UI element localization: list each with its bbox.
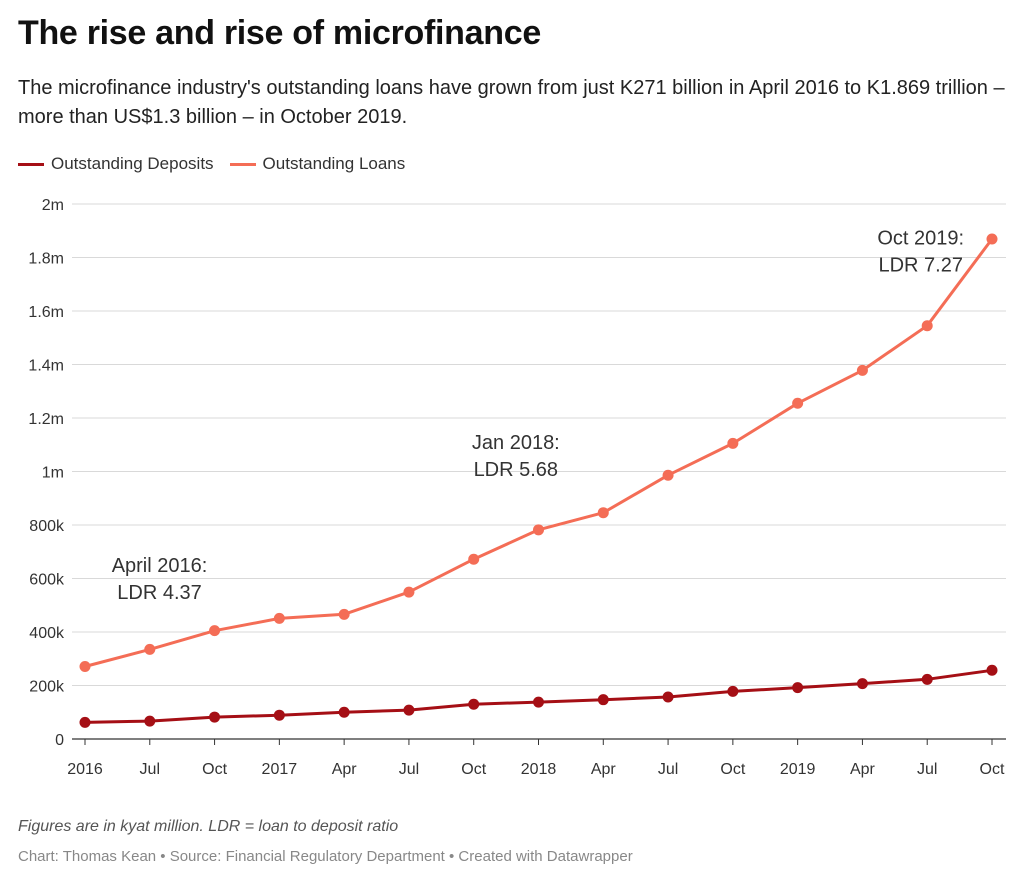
annotation-text: LDR 5.68	[474, 459, 559, 481]
data-point-deposits	[533, 696, 544, 708]
data-point-deposits	[468, 698, 480, 710]
x-tick-label: Oct	[980, 761, 1005, 778]
y-tick-label: 1m	[42, 465, 64, 482]
chart-subtitle: The microfinance industry's outstanding …	[18, 77, 1005, 128]
chart-notes: Figures are in kyat million. LDR = loan …	[18, 818, 399, 835]
y-tick-label: 600k	[29, 572, 65, 589]
y-tick-label: 1.2m	[28, 411, 64, 428]
annotation-text: April 2016:	[112, 555, 208, 577]
y-tick-label: 800k	[29, 518, 65, 535]
data-point-deposits	[273, 709, 285, 721]
x-tick-label: Apr	[591, 761, 617, 778]
y-tick-label: 2m	[42, 197, 64, 214]
data-point-loans	[79, 661, 91, 673]
data-point-loans	[533, 524, 544, 536]
y-tick-label: 200k	[29, 679, 65, 696]
y-tick-label: 1.6m	[28, 304, 64, 321]
data-point-deposits	[662, 691, 674, 703]
x-tick-label: 2016	[67, 761, 103, 778]
data-point-deposits	[921, 673, 933, 685]
chart-footer: Chart: Thomas Kean • Source: Financial R…	[18, 848, 633, 865]
x-tick-label: 2017	[262, 761, 298, 778]
x-tick-label: 2019	[780, 761, 816, 778]
legend-swatch-loans	[229, 162, 256, 166]
data-point-loans	[921, 320, 933, 332]
x-tick-label: Apr	[332, 761, 358, 778]
data-point-loans	[597, 507, 609, 519]
series-line-deposits	[83, 668, 994, 724]
data-point-loans	[727, 437, 739, 449]
data-point-deposits	[986, 664, 998, 676]
legend-item-deposits: Outstanding Deposits	[18, 154, 214, 174]
legend-swatch-deposits	[18, 162, 44, 166]
legend-item-loans: Outstanding Loans	[229, 154, 406, 174]
data-point-loans	[662, 469, 674, 481]
data-point-deposits	[144, 715, 156, 727]
data-point-loans	[403, 586, 415, 598]
data-point-deposits	[597, 694, 609, 706]
annotation-text: LDR 4.37	[117, 582, 202, 604]
data-point-deposits	[856, 678, 868, 690]
y-tick-label: 0	[55, 732, 64, 749]
x-tick-label: 2018	[521, 761, 557, 778]
data-point-loans	[856, 364, 868, 376]
annotation-text: LDR 7.27	[878, 255, 963, 277]
data-point-deposits	[338, 706, 350, 718]
data-point-loans	[986, 233, 998, 245]
y-tick-label: 400k	[29, 625, 65, 642]
annotation-text: Oct 2019:	[877, 228, 964, 250]
y-tick-label: 1.8m	[28, 251, 64, 268]
data-point-loans	[273, 612, 285, 624]
chart-title: The rise and rise of microfinance	[18, 14, 541, 52]
x-tick-label: Oct	[461, 761, 486, 778]
x-tick-label: Jul	[917, 761, 937, 778]
data-point-loans	[209, 625, 221, 637]
data-point-loans	[468, 553, 480, 565]
data-point-deposits	[209, 711, 221, 723]
data-point-loans	[144, 643, 156, 655]
data-point-loans	[792, 397, 804, 409]
x-tick-label: Jul	[399, 761, 419, 778]
data-point-loans	[338, 608, 350, 620]
x-tick-label: Apr	[850, 761, 876, 778]
x-tick-label: Jul	[140, 761, 160, 778]
annotation-text: Jan 2018:	[472, 432, 560, 454]
data-point-deposits	[727, 685, 739, 697]
x-tick-label: Oct	[202, 761, 227, 778]
data-point-deposits	[403, 704, 415, 716]
data-point-deposits	[792, 682, 804, 694]
data-point-deposits	[79, 716, 91, 728]
legend-label-loans: Outstanding Loans	[262, 154, 406, 173]
y-tick-label: 1.4m	[28, 358, 64, 375]
legend-label-deposits: Outstanding Deposits	[51, 154, 214, 173]
x-tick-label: Jul	[658, 761, 678, 778]
legend: Outstanding Deposits Outstanding Loans	[18, 154, 421, 174]
x-tick-label: Oct	[720, 761, 745, 778]
